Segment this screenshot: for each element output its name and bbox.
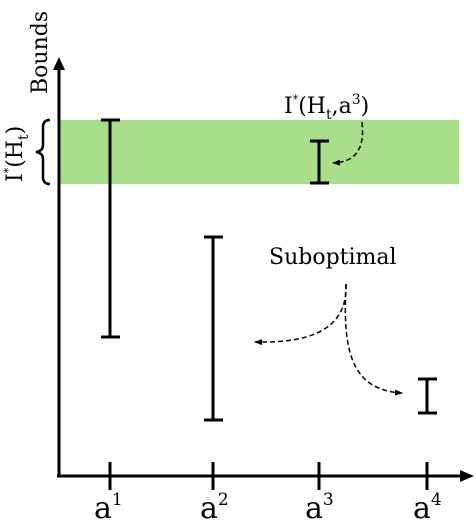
suboptimal-arrow-right (344, 283, 403, 396)
svg-text:I*(Ht): I*(Ht) (2, 126, 32, 182)
x-tick-label-a4: a4 (413, 490, 442, 522)
highlight-label: I*(Ht,a3) (284, 92, 369, 123)
y-axis-label: Bounds (28, 11, 53, 94)
x-tick-label-a1: a1 (94, 490, 123, 522)
x-axis-arrow-icon (460, 470, 474, 482)
interval-bar-a2 (204, 235, 223, 422)
suboptimal-label: Suboptimal (269, 245, 397, 270)
bracket-brace-icon (35, 118, 51, 186)
y-axis-arrow-icon (53, 57, 65, 70)
interval-bar-a4 (418, 377, 437, 415)
bracket-label: I*(Ht) (2, 126, 32, 182)
optimal-band (58, 120, 459, 184)
x-tick-label-a3: a3 (305, 490, 334, 522)
interval-bar-a3 (310, 139, 329, 185)
interval-bar-a1 (101, 118, 120, 339)
x-tick-label-a2: a2 (200, 490, 229, 522)
suboptimal-arrow-left (254, 283, 347, 346)
highlight-arrow (332, 121, 364, 166)
